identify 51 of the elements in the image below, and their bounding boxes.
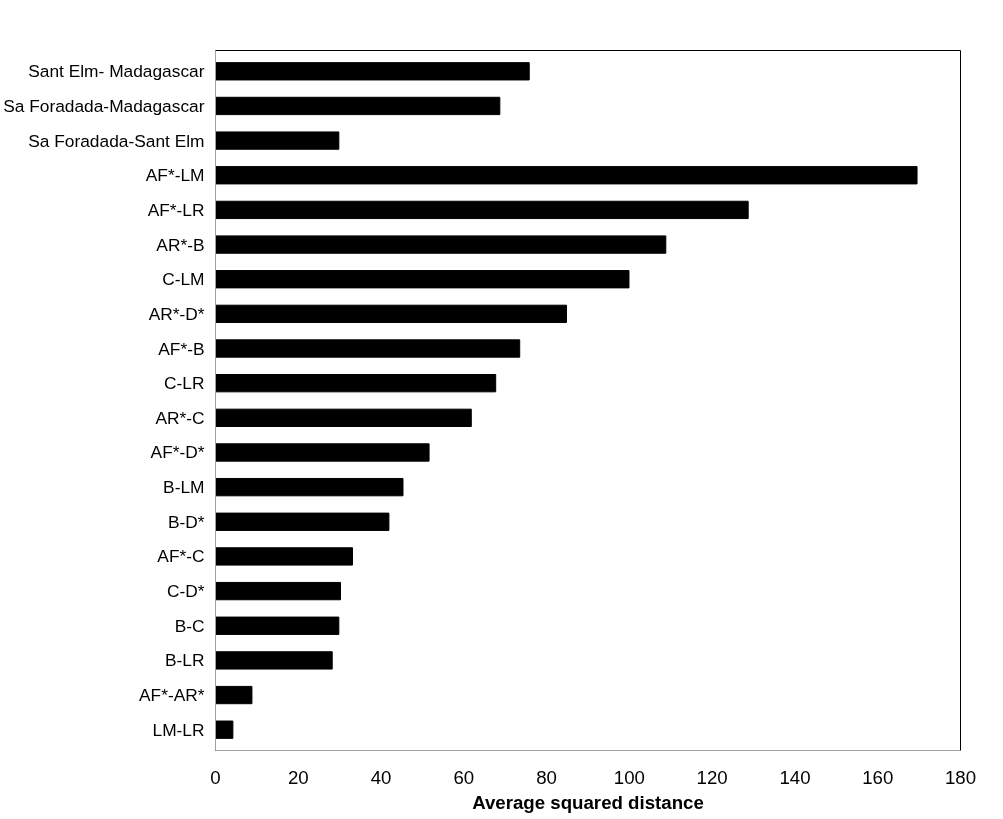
x-tick-label: 0: [210, 766, 221, 788]
bar: [215, 200, 749, 220]
bar: [215, 477, 404, 497]
y-tick-label: Sa Foradada-Madagascar: [3, 95, 205, 116]
bar: [215, 374, 497, 393]
bar: [215, 131, 340, 150]
y-tick-label: AR*-B: [156, 234, 205, 255]
y-tick-label: AF*-C: [157, 546, 205, 567]
y-tick-label: AF*-D*: [150, 442, 205, 463]
bar: [215, 304, 567, 324]
y-tick-label: B-C: [174, 615, 205, 636]
y-tick-label: AF*-LR: [147, 199, 205, 220]
bar: [215, 235, 667, 254]
x-axis-title: Average squared distance: [472, 791, 704, 813]
x-tick-label: 40: [370, 766, 392, 788]
y-tick-label: C-D*: [166, 581, 205, 602]
bar: [215, 720, 234, 739]
bar: [215, 62, 530, 81]
y-tick-label: B-D*: [167, 511, 205, 532]
bar: [215, 408, 472, 427]
y-tick-label: C-LR: [164, 373, 205, 394]
x-tick-label: 180: [944, 766, 977, 788]
y-tick-label: Sa Foradada-Sant Elm: [28, 130, 205, 151]
bar: [215, 512, 390, 531]
bar: [215, 339, 521, 358]
y-tick-label: C-LM: [162, 269, 205, 290]
y-tick-label: AR*-C: [155, 407, 205, 428]
y-tick-label: Sant Elm- Madagascar: [28, 61, 205, 82]
x-tick-label: 140: [779, 766, 811, 788]
x-tick-label: 100: [613, 766, 645, 788]
bar: [215, 581, 341, 601]
bar: [215, 616, 340, 635]
y-tick-label: AR*-D*: [148, 303, 205, 324]
bar: [215, 166, 918, 185]
y-tick-label: AF*-LM: [145, 165, 205, 186]
bar: [215, 685, 253, 705]
y-tick-label: B-LM: [163, 477, 205, 498]
bar: [215, 96, 501, 116]
bar: [215, 651, 333, 670]
bar: [215, 443, 430, 462]
y-tick-label: AF*-B: [158, 338, 205, 359]
bar: [215, 547, 353, 566]
x-tick-label: 160: [862, 766, 894, 788]
y-tick-label: B-LR: [165, 650, 205, 671]
x-tick-label: 80: [536, 766, 557, 788]
x-tick-label: 60: [453, 766, 475, 788]
y-tick-label: LM-LR: [152, 719, 205, 740]
x-tick-label: 20: [287, 766, 309, 788]
x-tick-label: 120: [696, 766, 728, 788]
y-tick-label: AF*-AR*: [139, 685, 205, 706]
bar: [215, 270, 630, 289]
